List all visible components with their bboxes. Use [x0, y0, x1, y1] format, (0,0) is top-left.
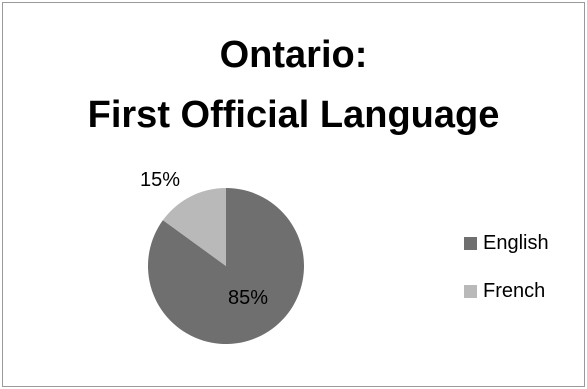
chart-title-line-1: Ontario: [219, 34, 368, 76]
pie-slice-french [162, 188, 226, 266]
legend-swatch-french [464, 284, 477, 298]
data-label-english: 85% [228, 287, 268, 309]
legend-label-french: French [483, 279, 546, 302]
legend-label-english: English [483, 231, 549, 254]
data-label-french: 15% [140, 169, 180, 191]
pie-slice-english [148, 188, 305, 345]
chart-title-line-2: First Official Language [87, 94, 500, 136]
legend-item-french: French [464, 280, 549, 302]
legend-swatch-english [464, 236, 477, 250]
legend-item-english: English [464, 232, 549, 254]
legend: English French [464, 232, 549, 328]
